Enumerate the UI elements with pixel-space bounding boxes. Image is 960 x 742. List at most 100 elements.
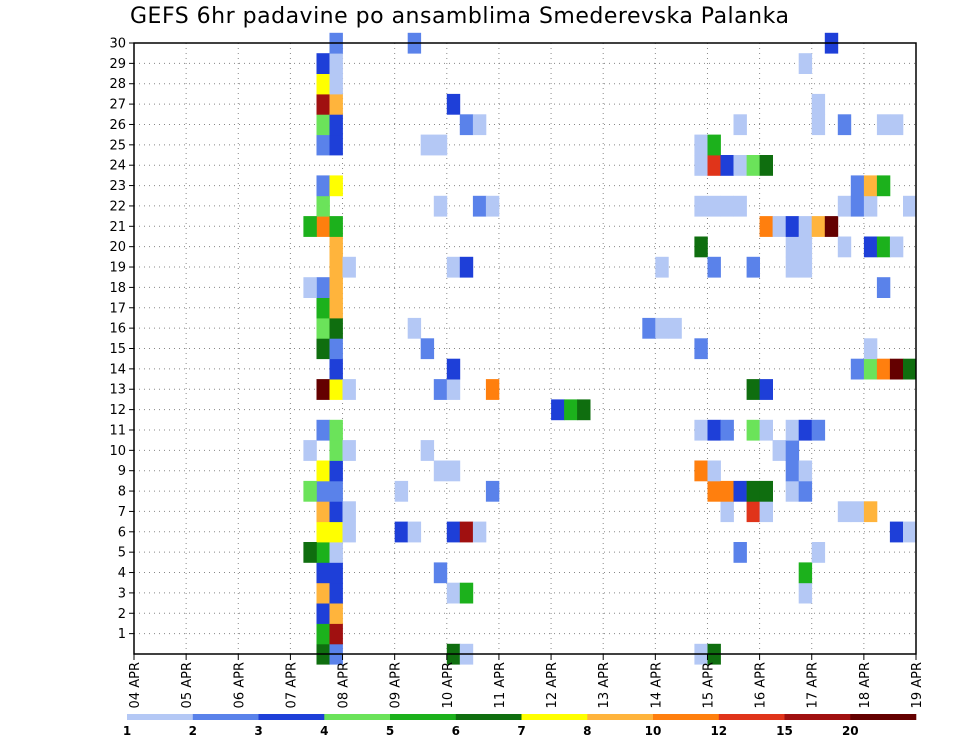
heatmap-cell [459, 521, 474, 543]
heatmap-cell [459, 256, 474, 278]
heatmap-cell [798, 256, 813, 278]
y-tick-label: 12 [109, 403, 126, 418]
heatmap-cell [329, 501, 343, 523]
heatmap-cell [446, 379, 461, 400]
heatmap-cell [394, 521, 409, 543]
heatmap-cell [863, 338, 878, 360]
heatmap-cell [329, 317, 343, 339]
legend-label: 12 [710, 724, 727, 738]
heatmap-cell [785, 419, 800, 441]
heatmap-cell [342, 379, 356, 400]
heatmap-cell [329, 338, 343, 360]
heatmap-cell [303, 277, 317, 298]
x-tick-label: 14 APR [649, 662, 664, 708]
legend-swatch [521, 714, 588, 720]
y-tick-label: 15 [109, 342, 126, 357]
heatmap-cell [329, 521, 343, 543]
legend-swatch [258, 714, 325, 720]
x-tick-label: 13 APR [597, 662, 612, 708]
y-tick-label: 17 [109, 301, 126, 316]
heatmap-cell [746, 155, 760, 176]
heatmap-cell [329, 460, 343, 482]
heatmap-cell [720, 501, 734, 523]
heatmap-cell [850, 501, 865, 523]
heatmap-cell [694, 134, 708, 156]
heatmap-cell [420, 338, 435, 360]
heatmap-cell [316, 480, 330, 502]
heatmap-cell [811, 114, 826, 136]
heatmap-cell [342, 521, 356, 543]
heatmap-cell [798, 582, 813, 604]
heatmap-cell [446, 460, 461, 482]
heatmap-cell [889, 236, 904, 258]
heatmap-cell [316, 134, 330, 156]
heatmap-cell [433, 460, 448, 482]
x-tick-label: 16 APR [754, 662, 769, 708]
heatmap-cell [707, 195, 721, 217]
heatmap-cell [329, 256, 343, 278]
heatmap-cell [811, 419, 826, 441]
heatmap-cell [694, 195, 708, 217]
legend-label: 6 [452, 724, 460, 738]
heatmap-cell [837, 195, 852, 217]
heatmap-cell [785, 236, 800, 258]
heatmap-cell [303, 440, 317, 461]
heatmap-cell [876, 175, 891, 197]
heatmap-cell [746, 501, 760, 523]
x-tick-label: 17 APR [806, 662, 821, 708]
heatmap-cell [903, 521, 917, 543]
heatmap-cell [720, 480, 734, 502]
legend-swatch [192, 714, 259, 720]
heatmap-cell [329, 277, 343, 298]
legend-label: 7 [517, 724, 525, 738]
legend-swatch [127, 714, 193, 720]
heatmap-cell [876, 236, 891, 258]
heatmap-cell [733, 155, 747, 176]
heatmap-cell [316, 542, 330, 563]
heatmap-cell [707, 419, 721, 441]
heatmap-cell [564, 399, 578, 421]
heatmap-cell [420, 134, 435, 156]
y-tick-label: 7 [118, 505, 126, 520]
heatmap-cell [759, 501, 773, 523]
legend-swatch [390, 714, 456, 720]
heatmap-cell [329, 134, 343, 156]
heatmap-cell [850, 175, 865, 197]
heatmap-cell [889, 521, 904, 543]
heatmap-cell [329, 53, 343, 74]
heatmap-cell [759, 419, 773, 441]
heatmap-cell [837, 501, 852, 523]
heatmap-cell [772, 216, 786, 237]
heatmap-cell [798, 460, 813, 482]
heatmap-cell [316, 419, 330, 441]
heatmap-cell [863, 501, 878, 523]
heatmap-cell [485, 195, 500, 217]
heatmap-cell [733, 480, 747, 502]
legend-swatch [324, 714, 391, 720]
heatmap-cell [316, 216, 330, 237]
heatmap-cell [798, 216, 813, 237]
heatmap-cell [394, 480, 409, 502]
x-tick-label: 05 APR [180, 662, 195, 708]
x-tick-label: 10 APR [441, 662, 456, 708]
legend-swatch [653, 714, 719, 720]
heatmap-cell [329, 419, 343, 441]
heatmap-cell [316, 603, 330, 624]
y-tick-label: 22 [109, 199, 126, 214]
legend-label: 15 [776, 724, 793, 738]
heatmap-cell [707, 460, 721, 482]
y-tick-label: 30 [109, 37, 126, 52]
legend-label: 8 [583, 724, 591, 738]
y-tick-label: 18 [109, 281, 126, 296]
heatmap-cell [329, 236, 343, 258]
heatmap-cell [316, 338, 330, 360]
heatmap-cell [433, 379, 448, 400]
heatmap-cell [746, 480, 760, 502]
heatmap-cell [707, 480, 721, 502]
heatmap-cell [446, 521, 461, 543]
heatmap-cell [759, 480, 773, 502]
heatmap-cell [472, 195, 487, 217]
heatmap-cell [759, 155, 773, 176]
heatmap-cell [694, 236, 708, 258]
x-tick-label: 12 APR [545, 662, 560, 708]
